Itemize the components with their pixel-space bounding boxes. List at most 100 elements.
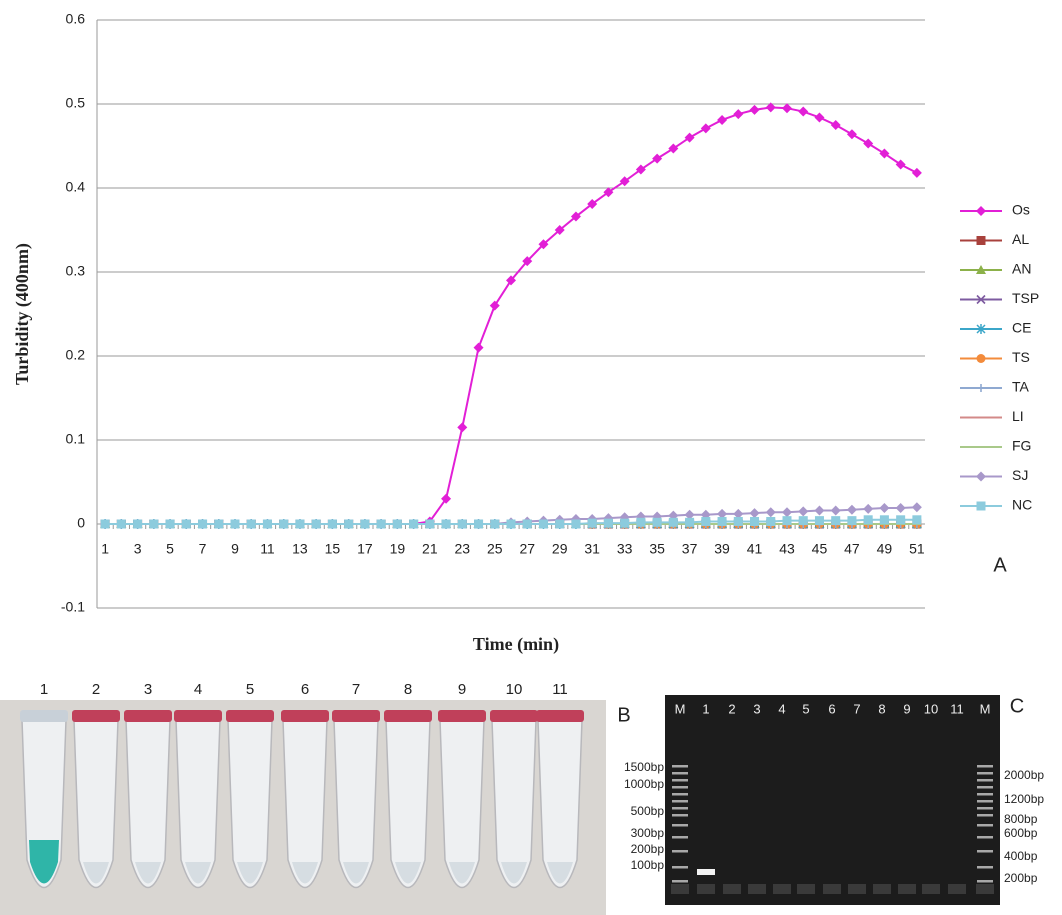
marker (489, 300, 500, 311)
ladder-label: 2000bp (1004, 768, 1044, 782)
lane-label: 7 (853, 701, 860, 716)
ladder-band (977, 800, 993, 803)
panel-label: A (993, 554, 1007, 576)
lane-label: 10 (924, 701, 938, 716)
marker (619, 176, 630, 187)
tube-liquid (395, 862, 421, 884)
tube (125, 719, 171, 889)
tube-liquid (292, 862, 318, 884)
gel-smear (848, 884, 866, 894)
x-tick-label: 47 (844, 541, 860, 557)
tube-cap (490, 710, 538, 722)
marker (879, 148, 890, 159)
tube-label: 6 (301, 681, 309, 698)
ladder-band (672, 786, 688, 789)
ladder-label: 600bp (1004, 826, 1038, 840)
legend-label: CE (1012, 320, 1031, 336)
marker (798, 106, 809, 117)
ladder-band (672, 765, 688, 768)
marker (717, 114, 728, 125)
marker (116, 519, 126, 529)
gel-smear (898, 884, 916, 894)
ladder-label: 100bp (631, 858, 665, 872)
gel-smear (823, 884, 841, 894)
tube-cap (438, 710, 486, 722)
gel-smear (723, 884, 741, 894)
marker (684, 509, 695, 520)
tube (73, 719, 119, 889)
ladder-label: 800bp (1004, 812, 1038, 826)
marker (976, 501, 986, 511)
marker (425, 519, 435, 529)
gel-smear (948, 884, 966, 894)
legend-label: Os (1012, 202, 1030, 218)
marker (474, 519, 484, 529)
tube-cap (332, 710, 380, 722)
gel-smear (748, 884, 766, 894)
tube (333, 719, 379, 889)
marker (895, 503, 906, 514)
marker (506, 519, 516, 529)
legend-label: SJ (1012, 467, 1028, 483)
lane-label: 2 (728, 701, 735, 716)
x-tick-label: 13 (292, 541, 308, 557)
x-tick-label: 23 (455, 541, 471, 557)
lane-label: 8 (878, 701, 885, 716)
marker (522, 519, 532, 529)
marker (750, 516, 760, 526)
tube-label: 7 (352, 681, 360, 698)
marker (522, 256, 533, 267)
legend-label: FG (1012, 438, 1031, 454)
marker (733, 516, 743, 526)
marker (911, 167, 922, 178)
ladder-label: 500bp (631, 804, 665, 818)
marker (749, 508, 760, 519)
tube-cap (72, 710, 120, 722)
tube (282, 719, 328, 889)
ladder-band (977, 779, 993, 782)
ladder-band (672, 772, 688, 775)
marker (246, 519, 256, 529)
tube-cap (174, 710, 222, 722)
panel-label: C (1010, 695, 1024, 717)
marker (295, 519, 305, 529)
marker (976, 236, 986, 245)
marker (879, 515, 889, 525)
tube-liquid (501, 862, 527, 884)
marker (765, 102, 776, 113)
tube-cap (281, 710, 329, 722)
gel-smear (773, 884, 791, 894)
y-tick-label: 0.5 (66, 95, 86, 111)
ladder-label: 400bp (1004, 849, 1038, 863)
marker (701, 516, 711, 526)
marker (198, 519, 208, 529)
marker (214, 519, 224, 529)
tube-label: 11 (552, 681, 568, 698)
x-tick-label: 31 (584, 541, 600, 557)
tube-label: 2 (92, 681, 100, 698)
marker (587, 518, 597, 528)
ladder-band (977, 850, 993, 853)
tube (385, 719, 431, 889)
gel-smear (873, 884, 891, 894)
tube-cap (384, 710, 432, 722)
marker (636, 517, 646, 527)
marker (635, 164, 646, 175)
marker (571, 519, 581, 529)
y-axis-title: Turbidity (400nm) (12, 243, 33, 385)
tube-label: 10 (506, 681, 523, 698)
marker (311, 519, 321, 529)
marker (798, 506, 809, 517)
tube (227, 719, 273, 889)
marker (149, 519, 159, 529)
marker (376, 519, 386, 529)
marker (344, 519, 354, 529)
panel-label: B (617, 704, 630, 726)
marker (766, 516, 776, 526)
y-tick-label: 0 (77, 515, 85, 531)
y-tick-label: -0.1 (61, 599, 85, 615)
marker (506, 275, 516, 286)
x-tick-label: 29 (552, 541, 568, 557)
marker (830, 505, 841, 516)
